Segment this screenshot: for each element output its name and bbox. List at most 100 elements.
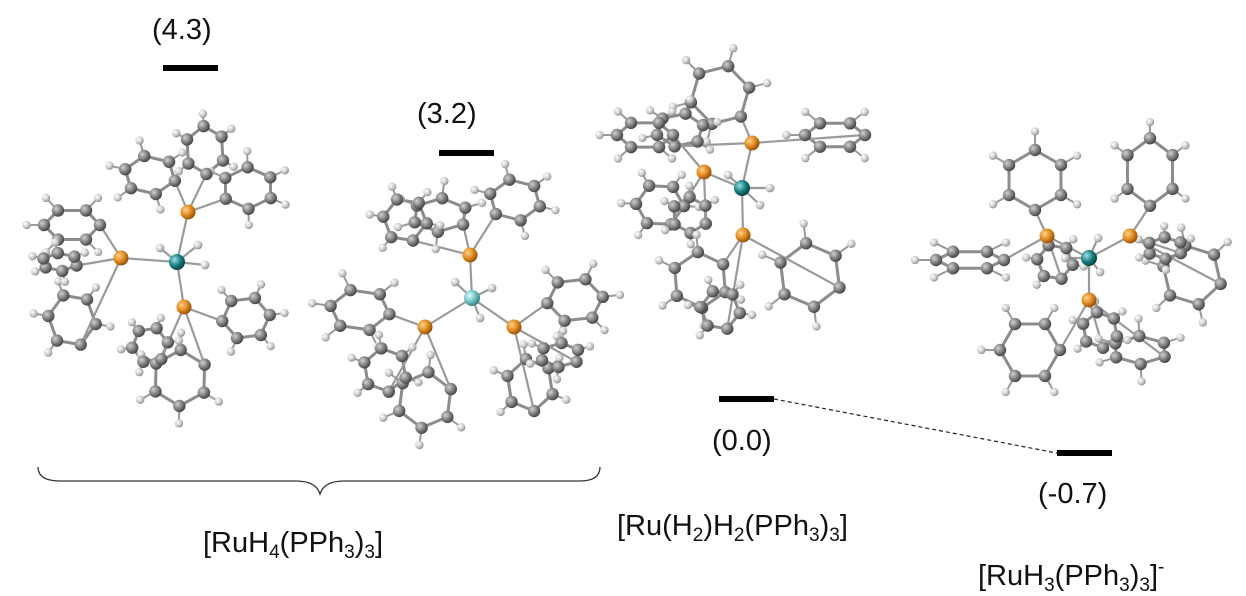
- carbon-atom: [1144, 200, 1156, 212]
- hydrogen-atom: [227, 347, 235, 355]
- hydrogen-atom: [379, 413, 387, 421]
- carbon-atom: [149, 385, 161, 397]
- hydrogen-atom: [860, 154, 868, 162]
- hydrogen-atom: [766, 184, 775, 193]
- carbon-atom: [68, 250, 80, 262]
- hydrogen-atom: [1094, 234, 1103, 243]
- hydrogen-atom: [646, 106, 654, 114]
- carbon-atom: [1144, 132, 1156, 144]
- hydrogen-atom: [703, 138, 711, 146]
- carbon-atom: [181, 133, 193, 145]
- energy-value-3-2: (3.2): [417, 100, 477, 129]
- hydrogen-atom: [178, 148, 186, 156]
- carbon-atom: [668, 200, 680, 212]
- energy-value-4-3: (4.3): [152, 16, 212, 45]
- hydrogen-atom: [764, 302, 772, 310]
- carbon-atom: [981, 246, 993, 258]
- hydrogen-atom: [1123, 336, 1131, 344]
- hydrogen-atom: [692, 231, 700, 239]
- carbon-atom: [231, 332, 243, 344]
- hydrogen-atom: [586, 342, 594, 350]
- carbon-atom: [162, 336, 174, 348]
- carbon-atom: [1133, 330, 1145, 342]
- hydrogen-atom: [135, 136, 143, 144]
- hydrogen-atom: [930, 238, 938, 246]
- carbon-atom: [541, 297, 553, 309]
- hydrogen-atom: [308, 299, 316, 307]
- hydrogen-atom: [266, 342, 274, 350]
- hydrogen-atom: [1177, 223, 1185, 231]
- carbon-atom: [1143, 237, 1155, 249]
- carbon-atom: [81, 293, 93, 305]
- carbon-atom: [150, 188, 162, 200]
- hydrogen-atom: [562, 396, 570, 404]
- carbon-atom: [859, 129, 871, 141]
- ruthenium-atom: [464, 290, 480, 306]
- carbon-atom: [391, 193, 403, 205]
- hydrogen-atom: [1031, 127, 1039, 135]
- hydrogen-atom: [1110, 194, 1118, 202]
- carbon-atom: [436, 192, 448, 204]
- carbon-atom: [242, 203, 254, 215]
- hydrogen-atom: [321, 333, 329, 341]
- carbon-atom: [833, 281, 845, 293]
- carbon-atom: [1108, 312, 1120, 324]
- hydrogen-atom: [476, 314, 485, 323]
- phosphorus-atom: [1123, 229, 1138, 244]
- hydrogen-atom: [684, 301, 692, 309]
- label-ruh4-pph3-3: [RuH4(PPh3)3]: [203, 529, 383, 562]
- carbon-atom: [1174, 236, 1186, 248]
- phosphorus-atom: [114, 251, 129, 266]
- carbon-atom: [679, 107, 691, 119]
- hydrogen-atom: [1069, 235, 1077, 243]
- carbon-atom: [586, 311, 598, 323]
- hydrogen-atom: [378, 244, 386, 252]
- carbon-atom: [415, 422, 427, 434]
- carbon-atom: [241, 161, 253, 173]
- hydrogen-atom: [366, 210, 374, 218]
- energy-value-minus-0-7: (-0.7): [1038, 480, 1107, 509]
- carbon-atom: [799, 129, 811, 141]
- phosphorus-atom: [736, 228, 751, 243]
- carbon-atom: [374, 288, 386, 300]
- carbon-atom: [691, 135, 703, 147]
- carbon-atom: [169, 175, 181, 187]
- hydrogen-atom: [736, 281, 744, 289]
- hydrogen-atom: [106, 322, 114, 330]
- carbon-atom: [38, 219, 50, 231]
- carbon-atom: [1067, 259, 1079, 271]
- hydrogen-atom: [423, 188, 431, 196]
- hydrogen-atom: [1002, 388, 1010, 396]
- hydrogen-atom: [595, 131, 603, 139]
- carbon-atom: [265, 192, 277, 204]
- carbon-atom: [215, 130, 227, 142]
- hydrogen-atom: [638, 169, 646, 177]
- hydrogen-atom: [1002, 273, 1010, 281]
- carbon-atom: [668, 140, 680, 152]
- hydrogen-atom: [763, 79, 771, 87]
- carbon-atom: [671, 290, 683, 302]
- hydrogen-atom: [1135, 253, 1143, 261]
- carbon-atom: [534, 200, 546, 212]
- carbon-atom: [1111, 330, 1123, 342]
- hydrogen-atom: [281, 166, 289, 174]
- carbon-atom: [528, 405, 540, 417]
- carbon-atom: [625, 117, 637, 129]
- carbon-atom: [829, 250, 841, 262]
- carbon-atom: [641, 217, 653, 229]
- hydrogen-atom: [1181, 141, 1189, 149]
- carbon-atom: [930, 254, 942, 266]
- hydrogen-atom: [729, 44, 737, 52]
- hydrogen-atom: [175, 167, 183, 175]
- carbon-atom: [133, 325, 145, 337]
- carbon-atom: [377, 210, 389, 222]
- carbon-atom: [264, 171, 276, 183]
- carbon-atom: [52, 204, 64, 216]
- hydrogen-atom: [1152, 304, 1160, 312]
- carbon-atom: [721, 322, 733, 334]
- hydrogen-atom: [426, 351, 434, 359]
- carbon-atom: [344, 284, 356, 296]
- hydrogen-atom: [1033, 281, 1041, 289]
- hydrogen-atom: [28, 252, 36, 260]
- carbon-atom: [1038, 270, 1050, 282]
